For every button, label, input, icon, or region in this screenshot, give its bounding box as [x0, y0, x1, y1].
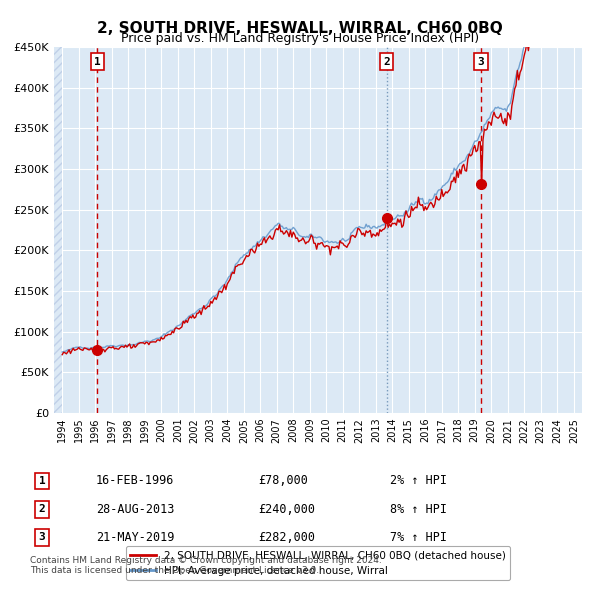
- Text: £78,000: £78,000: [258, 474, 308, 487]
- Text: 3: 3: [38, 533, 46, 542]
- Text: 3: 3: [478, 57, 485, 67]
- Text: Contains HM Land Registry data © Crown copyright and database right 2024.
This d: Contains HM Land Registry data © Crown c…: [30, 556, 382, 575]
- Text: 16-FEB-1996: 16-FEB-1996: [96, 474, 175, 487]
- Bar: [54, 47, 62, 413]
- Text: 2: 2: [383, 57, 390, 67]
- Legend: 2, SOUTH DRIVE, HESWALL, WIRRAL, CH60 0BQ (detached house), HPI: Average price, : 2, SOUTH DRIVE, HESWALL, WIRRAL, CH60 0B…: [126, 546, 510, 580]
- Text: 2% ↑ HPI: 2% ↑ HPI: [390, 474, 447, 487]
- Text: 1: 1: [94, 57, 101, 67]
- Text: 2, SOUTH DRIVE, HESWALL, WIRRAL, CH60 0BQ: 2, SOUTH DRIVE, HESWALL, WIRRAL, CH60 0B…: [97, 21, 503, 35]
- Text: 7% ↑ HPI: 7% ↑ HPI: [390, 531, 447, 544]
- Text: 28-AUG-2013: 28-AUG-2013: [96, 503, 175, 516]
- Text: 2: 2: [38, 504, 46, 514]
- Text: 1: 1: [38, 476, 46, 486]
- Text: Price paid vs. HM Land Registry's House Price Index (HPI): Price paid vs. HM Land Registry's House …: [121, 32, 479, 45]
- Text: 21-MAY-2019: 21-MAY-2019: [96, 531, 175, 544]
- Text: £282,000: £282,000: [258, 531, 315, 544]
- Text: 8% ↑ HPI: 8% ↑ HPI: [390, 503, 447, 516]
- Text: £240,000: £240,000: [258, 503, 315, 516]
